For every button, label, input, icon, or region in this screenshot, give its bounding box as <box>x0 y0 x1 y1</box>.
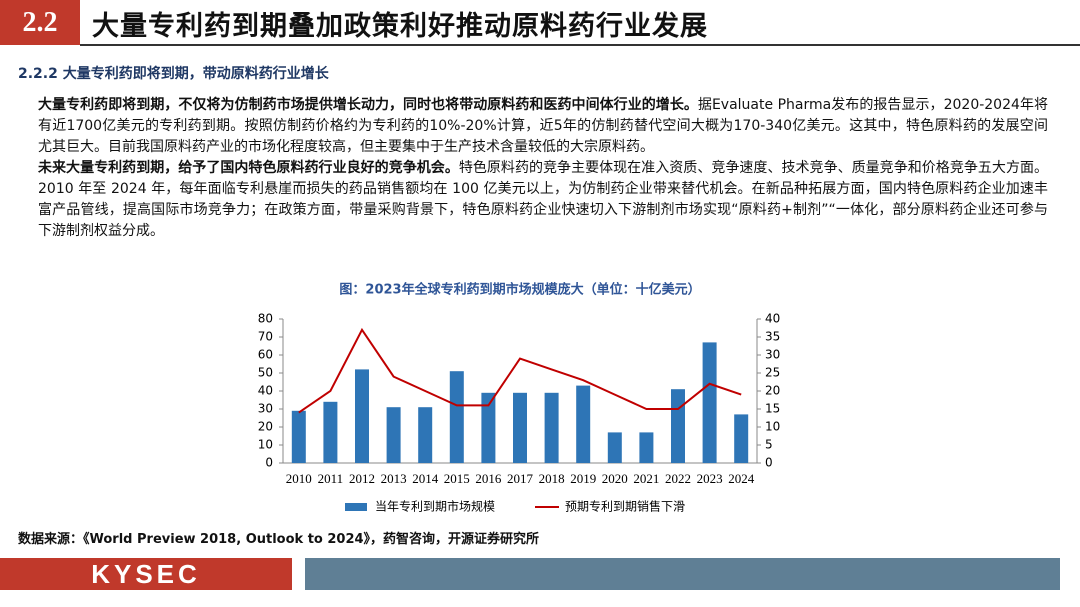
x-tick-label: 2024 <box>728 471 755 486</box>
slide-title: 大量专利药到期叠加政策利好推动原料药行业发展 <box>92 11 708 42</box>
x-tick-label: 2021 <box>633 471 659 486</box>
paragraph-text: 特色原料药的竞争主要体现在准入资质、竞争速度、技术竞争、质量竞争和价格竞争五大方… <box>38 160 1048 239</box>
bar <box>576 385 591 463</box>
paragraph-text: 据Evaluate Pharma发布的报告显示，2020-2024年将有近170… <box>38 97 1048 155</box>
bar <box>355 369 369 463</box>
subtitle: 2.2.2 大量专利药即将到期，带动原料药行业增长 <box>18 66 329 82</box>
legend-label: 预期专利到期销售下滑 <box>565 499 685 514</box>
x-tick-label: 2020 <box>602 471 628 486</box>
bar <box>734 414 749 463</box>
y2-tick-label: 10 <box>765 420 780 434</box>
y2-tick-label: 30 <box>765 348 780 362</box>
x-tick-label: 2022 <box>665 471 691 486</box>
y-tick-label: 60 <box>258 348 273 362</box>
x-tick-label: 2019 <box>570 471 596 486</box>
x-tick-label: 2023 <box>697 471 723 486</box>
y2-tick-label: 40 <box>765 312 780 326</box>
y-tick-label: 80 <box>258 312 273 326</box>
logo: KYSEC <box>0 558 292 590</box>
y2-tick-label: 35 <box>765 330 780 344</box>
paragraph: 大量专利药即将到期，不仅将为仿制药市场提供增长动力，同时也将带动原料药和医药中间… <box>38 95 1048 158</box>
bold-lead: 未来大量专利药到期，给予了国内特色原料药行业良好的竞争机会。 <box>38 160 459 176</box>
y2-tick-label: 25 <box>765 366 780 380</box>
y2-tick-label: 0 <box>765 456 773 470</box>
x-tick-label: 2013 <box>381 471 407 486</box>
x-tick-label: 2012 <box>349 471 375 486</box>
bar <box>702 342 717 463</box>
bar <box>513 392 527 463</box>
body-text: 大量专利药即将到期，不仅将为仿制药市场提供增长动力，同时也将带动原料药和医药中间… <box>38 95 1048 242</box>
y-tick-label: 30 <box>258 402 273 416</box>
x-tick-label: 2017 <box>507 471 534 486</box>
bar <box>418 407 433 463</box>
x-tick-label: 2010 <box>286 471 312 486</box>
bar <box>671 389 685 463</box>
y-tick-label: 50 <box>258 366 273 380</box>
bar <box>639 432 654 463</box>
bar <box>544 392 559 463</box>
bar <box>481 392 496 463</box>
x-tick-label: 2018 <box>539 471 565 486</box>
y-tick-label: 0 <box>265 456 273 470</box>
y2-tick-label: 5 <box>765 438 773 452</box>
y-tick-label: 20 <box>258 420 273 434</box>
x-tick-label: 2011 <box>318 471 344 486</box>
bold-lead: 大量专利药即将到期，不仅将为仿制药市场提供增长动力，同时也将带动原料药和医药中间… <box>38 97 698 113</box>
bar <box>323 401 338 463</box>
line-series <box>298 327 742 414</box>
source-note: 数据来源：《World Preview 2018, Outlook to 202… <box>18 532 540 547</box>
legend-swatch <box>345 503 367 511</box>
x-tick-label: 2015 <box>444 471 470 486</box>
bar <box>386 407 401 463</box>
bar <box>607 432 622 463</box>
bar <box>449 371 464 463</box>
footer-band <box>305 558 1060 590</box>
paragraph: 未来大量专利药到期，给予了国内特色原料药行业良好的竞争机会。特色原料药的竞争主要… <box>38 158 1048 242</box>
y-tick-label: 70 <box>258 330 273 344</box>
section-number: 2.2 <box>0 0 80 45</box>
y-tick-label: 40 <box>258 384 273 398</box>
y2-tick-label: 20 <box>765 384 780 398</box>
chart-title: 图：2023年全球专利药到期市场规模庞大（单位：十亿美元） <box>339 282 700 298</box>
bar <box>291 410 306 463</box>
x-tick-label: 2016 <box>475 471 502 486</box>
legend-label: 当年专利到期市场规模 <box>375 499 495 514</box>
header-rule <box>80 44 1080 46</box>
y-tick-label: 10 <box>258 438 273 452</box>
x-tick-label: 2014 <box>412 471 439 486</box>
chart: 图：2023年全球专利药到期市场规模庞大（单位：十亿美元） 0 10 20 30 40 5… <box>258 282 781 514</box>
y2-tick-label: 15 <box>765 402 780 416</box>
